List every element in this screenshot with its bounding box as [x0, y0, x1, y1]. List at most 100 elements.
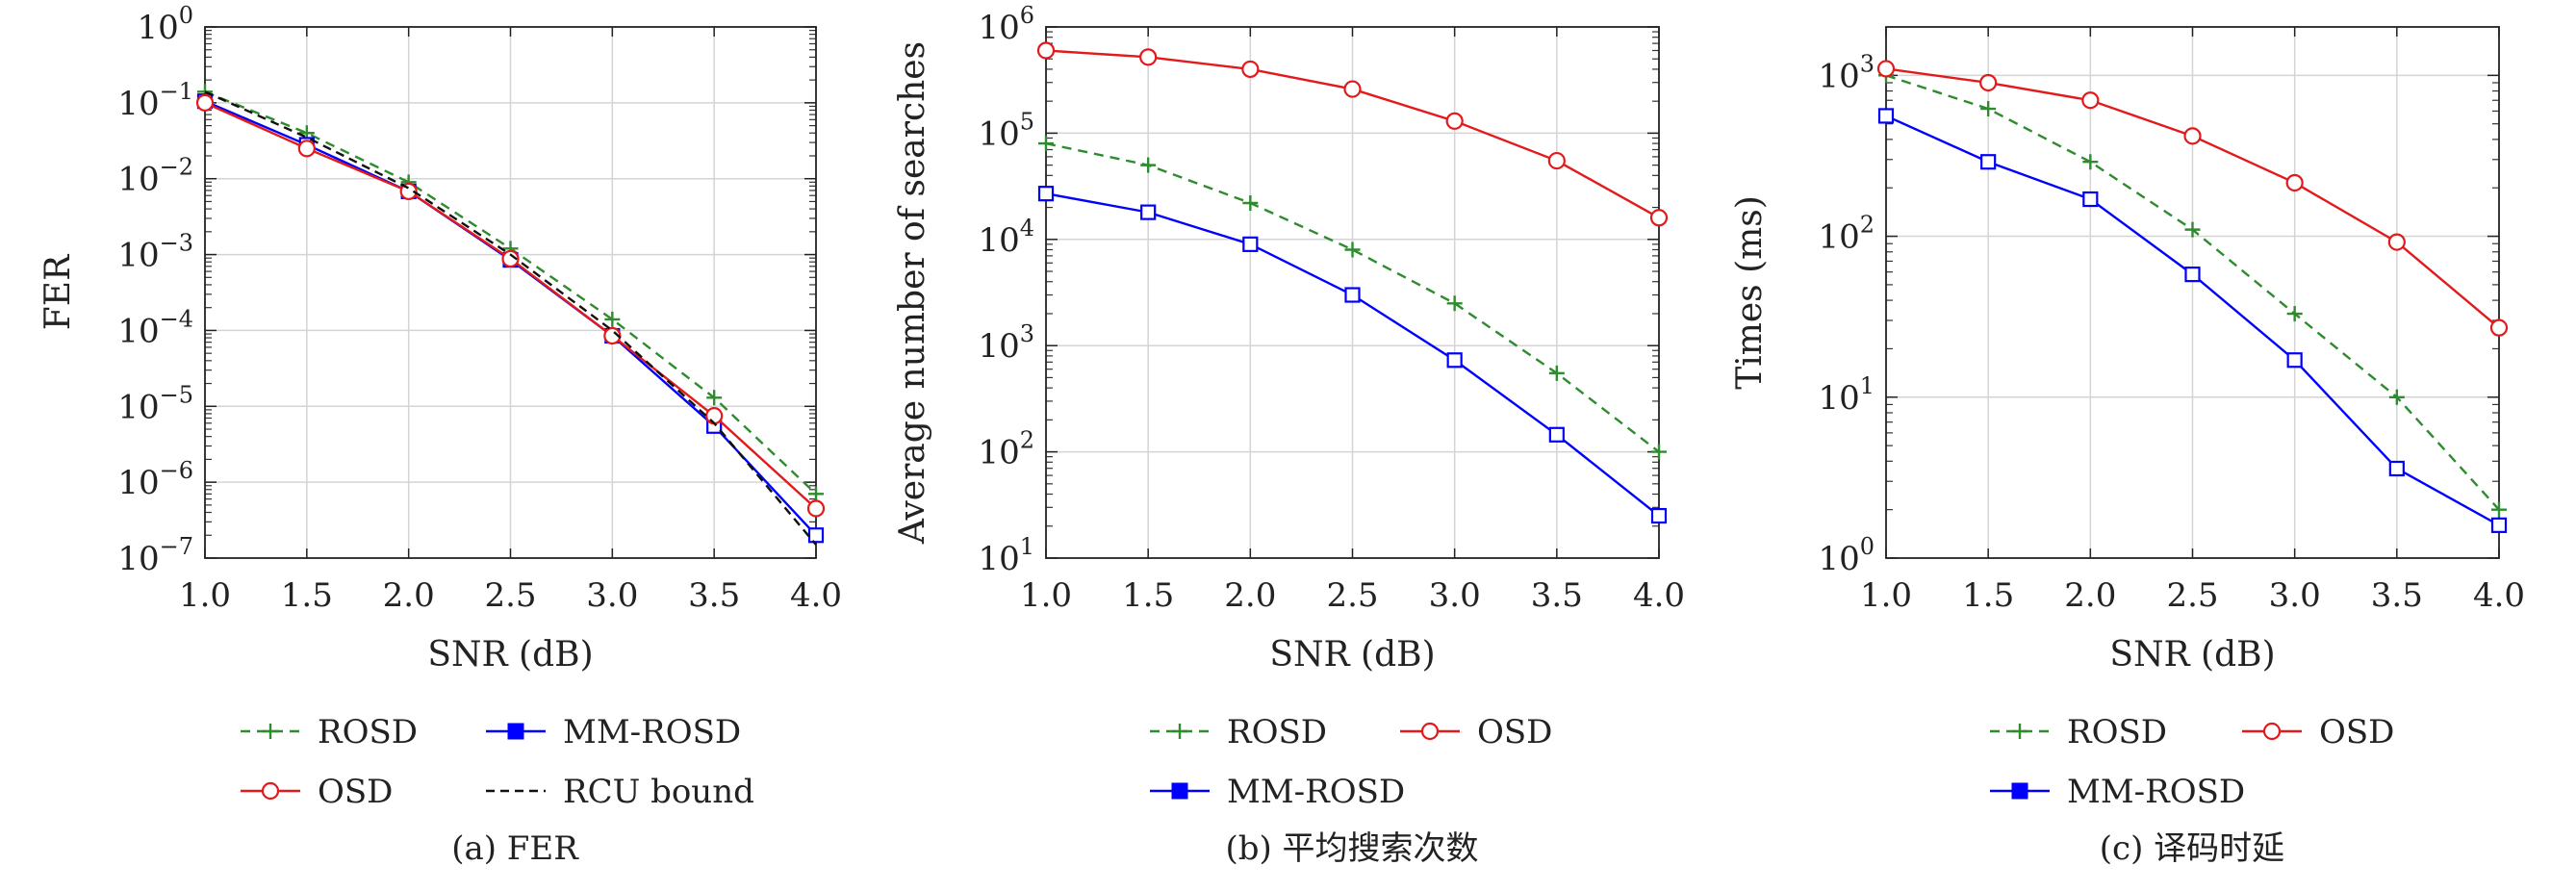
legend-entry: ROSD: [241, 713, 418, 751]
data-point: [1548, 365, 1565, 381]
data-point: [1446, 352, 1463, 369]
panel-caption: (a) FER: [451, 829, 579, 868]
y-axis-label: Times (ms): [1730, 195, 1770, 390]
x-axis-label: SNR (dB): [2109, 635, 2275, 675]
legend-marker: [507, 723, 524, 740]
data-point: [1242, 236, 1259, 252]
data-point: [1344, 242, 1361, 258]
legend-entry: MM-ROSD: [1990, 773, 2245, 811]
legend-entry: RCU bound: [486, 773, 754, 811]
y-axis-label: FER: [38, 254, 78, 330]
y-tick-label: 102: [1818, 212, 1875, 257]
series-osd: [1876, 60, 2509, 337]
legend-entry: MM-ROSD: [486, 713, 741, 751]
series-rosd: [1038, 136, 1667, 460]
legend-marker: [2012, 724, 2028, 739]
legend-marker: [1171, 782, 1188, 800]
y-tick-label: 105: [978, 108, 1034, 153]
data-point: [1241, 60, 1260, 79]
legend-label: RCU bound: [563, 773, 754, 811]
data-point: [2388, 389, 2405, 405]
data-point: [2387, 233, 2406, 251]
data-point: [2490, 517, 2508, 533]
legend-marker: [263, 724, 278, 739]
chart-panel-3: 1.0 1.5 2.0 2.5 3.0 3.5 4.0 103 102 101 100 SNR (dB…: [1730, 26, 2525, 868]
y-tick-label: 101: [978, 533, 1034, 578]
data-point: [1980, 154, 1997, 170]
data-point: [1036, 41, 1056, 60]
x-tick-label: 4.0: [790, 576, 842, 615]
data-point: [2082, 191, 2099, 208]
data-point: [1038, 136, 1054, 152]
legend-label: MM-ROSD: [2067, 773, 2245, 811]
y-tick-label: 101: [1818, 372, 1875, 418]
x-axis-label: SNR (dB): [427, 635, 593, 675]
y-tick-label: 100: [1818, 533, 1875, 578]
data-point: [808, 486, 824, 502]
series-osd: [195, 93, 826, 518]
y-tick-label: 104: [978, 215, 1034, 260]
data-point: [1344, 287, 1361, 303]
x-tick-label: 2.0: [2064, 576, 2116, 615]
data-point: [807, 527, 825, 544]
data-point: [2082, 154, 2099, 170]
x-tick-label: 2.0: [1224, 576, 1276, 615]
legend-marker: [1420, 722, 1440, 741]
data-point: [1140, 157, 1157, 173]
data-point: [399, 182, 418, 201]
data-point: [1651, 444, 1667, 460]
data-point: [2285, 173, 2304, 192]
x-tick-label: 2.5: [484, 576, 536, 615]
x-tick-label: 3.5: [1531, 576, 1583, 615]
data-point: [806, 499, 826, 518]
x-tick-label: 1.0: [1020, 576, 1072, 615]
x-tick-label: 1.5: [1962, 576, 2014, 615]
series-mm-rosd: [1877, 108, 2508, 533]
y-tick-label: 10−6: [117, 457, 193, 502]
series-rosd: [1878, 67, 2507, 518]
data-point: [705, 407, 724, 425]
y-tick-label: 102: [978, 427, 1034, 472]
legend-label: ROSD: [1227, 713, 1327, 751]
data-point: [1343, 80, 1362, 98]
legend-entry: MM-ROSD: [1150, 773, 1405, 811]
y-tick-label: 103: [1818, 50, 1875, 95]
data-point: [1139, 48, 1158, 66]
data-point: [2489, 318, 2509, 337]
data-point: [603, 326, 622, 345]
x-tick-label: 4.0: [1633, 576, 1685, 615]
chart-panel-1: 1.0 1.5 2.0 2.5 3.0 3.5 4.0 100 10−1 10−2 10−3 10−4…: [38, 2, 842, 868]
legend-entry: ROSD: [1990, 713, 2167, 751]
chart-panel-2: 1.0 1.5 2.0 2.5 3.0 3.5 4.0 106 105 104 103 102 101 S…: [893, 2, 1685, 868]
series-line: [204, 90, 817, 546]
data-point: [1548, 426, 1565, 443]
y-tick-label: 10−4: [117, 305, 193, 350]
data-point: [1445, 112, 1464, 130]
data-point: [2183, 127, 2202, 145]
series-mm-rosd: [1037, 186, 1668, 524]
data-point: [2081, 91, 2100, 110]
data-point: [2286, 352, 2303, 369]
legend-entry: ROSD: [1150, 713, 1327, 751]
data-point: [1140, 204, 1157, 220]
x-tick-label: 2.5: [2166, 576, 2218, 615]
series-rcu-bound: [204, 90, 817, 546]
legend-label: OSD: [2319, 713, 2394, 751]
x-tick-label: 4.0: [2473, 576, 2525, 615]
x-tick-label: 1.0: [179, 576, 231, 615]
data-point: [2184, 221, 2201, 238]
data-point: [1979, 73, 1998, 92]
legend-marker: [2011, 782, 2028, 800]
data-point: [1446, 295, 1463, 312]
x-tick-label: 3.5: [2371, 576, 2423, 615]
y-tick-label: 10−7: [117, 533, 193, 578]
data-point: [1876, 60, 1896, 78]
data-point: [1242, 194, 1259, 211]
x-tick-label: 3.0: [586, 576, 638, 615]
legend-label: MM-ROSD: [1227, 773, 1405, 811]
data-point: [1547, 151, 1566, 170]
y-tick-label: 10−3: [117, 230, 193, 275]
y-tick-label: 10−1: [117, 78, 193, 123]
x-tick-label: 3.0: [1429, 576, 1481, 615]
